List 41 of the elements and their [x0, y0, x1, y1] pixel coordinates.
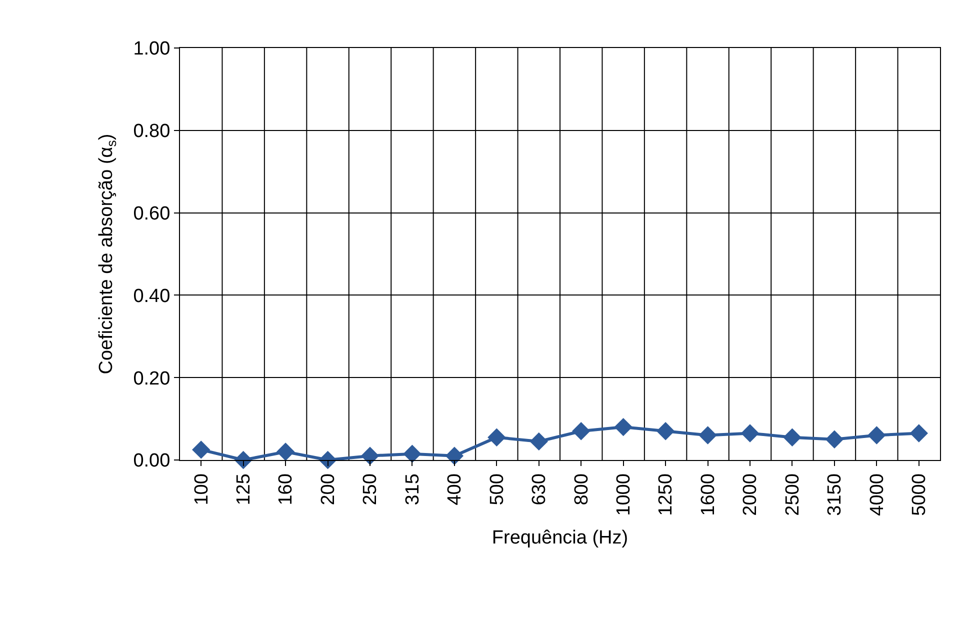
y-tick-label: 0.80	[133, 121, 170, 142]
y-tick-label: 0.20	[133, 368, 170, 390]
x-tick-label: 400	[444, 474, 466, 506]
x-tick-label: 200	[318, 474, 339, 506]
point	[445, 446, 464, 465]
point	[783, 428, 802, 446]
x-tick-label: 160	[276, 474, 297, 506]
x-tick-label: 1000	[614, 474, 635, 516]
point	[530, 432, 548, 451]
x-tick-label: 125	[234, 474, 255, 506]
x-axis-title: Frequência (Hz)	[492, 528, 628, 549]
x-tick-label: 100	[191, 474, 212, 506]
x-tick-label: 800	[571, 474, 592, 506]
y-tick-label: 0.00	[133, 450, 170, 472]
point	[614, 418, 632, 436]
x-tick-label: 4000	[866, 474, 888, 516]
point	[360, 446, 380, 465]
point	[740, 424, 760, 442]
point	[910, 424, 928, 442]
point	[698, 426, 717, 444]
point	[403, 444, 422, 463]
x-tick-label: 630	[529, 474, 550, 506]
x-tick-label: 250	[360, 474, 382, 506]
point	[656, 422, 675, 440]
x-tick-label: 1600	[698, 474, 719, 516]
point	[488, 428, 506, 446]
x-tick-label: 2000	[740, 474, 762, 516]
point	[825, 430, 844, 448]
point	[276, 442, 295, 461]
x-tick-label: 2500	[782, 474, 804, 516]
y-tick-label: 0.60	[133, 203, 170, 224]
point	[192, 440, 210, 459]
x-tick-label: 3150	[824, 474, 846, 516]
y-tick-label: 1.00	[133, 38, 170, 60]
x-tick-label: 500	[486, 474, 508, 506]
point	[868, 426, 886, 444]
x-tick-label: 1250	[656, 474, 677, 516]
x-tick-label: 315	[402, 474, 424, 506]
point	[572, 422, 590, 440]
y-tick-label: 0.40	[133, 286, 170, 307]
x-tick-label: 5000	[909, 474, 930, 516]
